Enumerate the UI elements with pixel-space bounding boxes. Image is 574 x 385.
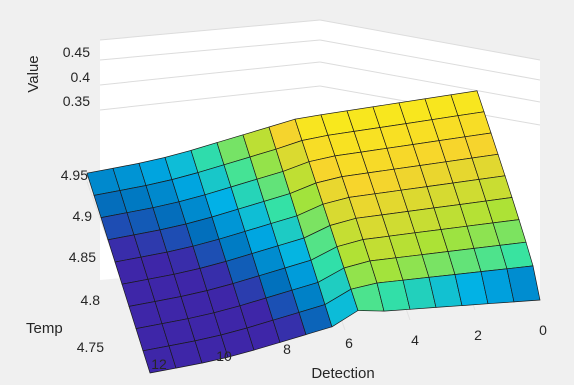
x-tick-label: 2 bbox=[474, 327, 482, 343]
grid-line bbox=[319, 61, 541, 103]
x-tick-label: 8 bbox=[283, 341, 291, 357]
x-tick-label: 6 bbox=[345, 335, 353, 351]
y-tick-label: 4.9 bbox=[73, 208, 93, 224]
z-tick-labels: 0.45 0.4 0.35 bbox=[63, 44, 90, 109]
y-tick-label: 4.95 bbox=[61, 167, 88, 183]
z-tick-label: 0.35 bbox=[63, 93, 90, 109]
surface-patch bbox=[506, 265, 541, 303]
grid-line bbox=[99, 85, 321, 111]
z-tick-label: 0.4 bbox=[71, 69, 91, 85]
surface-patches bbox=[86, 90, 541, 374]
z-tick-label: 0.45 bbox=[63, 44, 90, 60]
x-tick-label: 12 bbox=[151, 356, 167, 372]
x-tick-label: 4 bbox=[411, 332, 419, 348]
y-tick-label: 4.75 bbox=[77, 339, 104, 355]
grid-line bbox=[99, 61, 321, 86]
x-tick-label: 10 bbox=[216, 348, 232, 364]
x-axis-label: Detection bbox=[311, 365, 374, 382]
grid-line bbox=[99, 19, 321, 41]
y-tick-label: 4.8 bbox=[81, 292, 101, 308]
y-axis-label: Temp bbox=[26, 320, 63, 337]
grid-line bbox=[319, 39, 541, 81]
x-tick-label: 0 bbox=[539, 322, 547, 338]
y-tick-label: 4.85 bbox=[69, 249, 96, 265]
y-tick-labels: 4.95 4.9 4.85 4.8 4.75 bbox=[61, 167, 104, 355]
grid-line bbox=[99, 39, 321, 61]
grid-line bbox=[319, 19, 541, 61]
x-tick-labels: 12 10 8 6 4 2 0 bbox=[151, 322, 547, 372]
z-axis-label: Value bbox=[25, 55, 42, 92]
